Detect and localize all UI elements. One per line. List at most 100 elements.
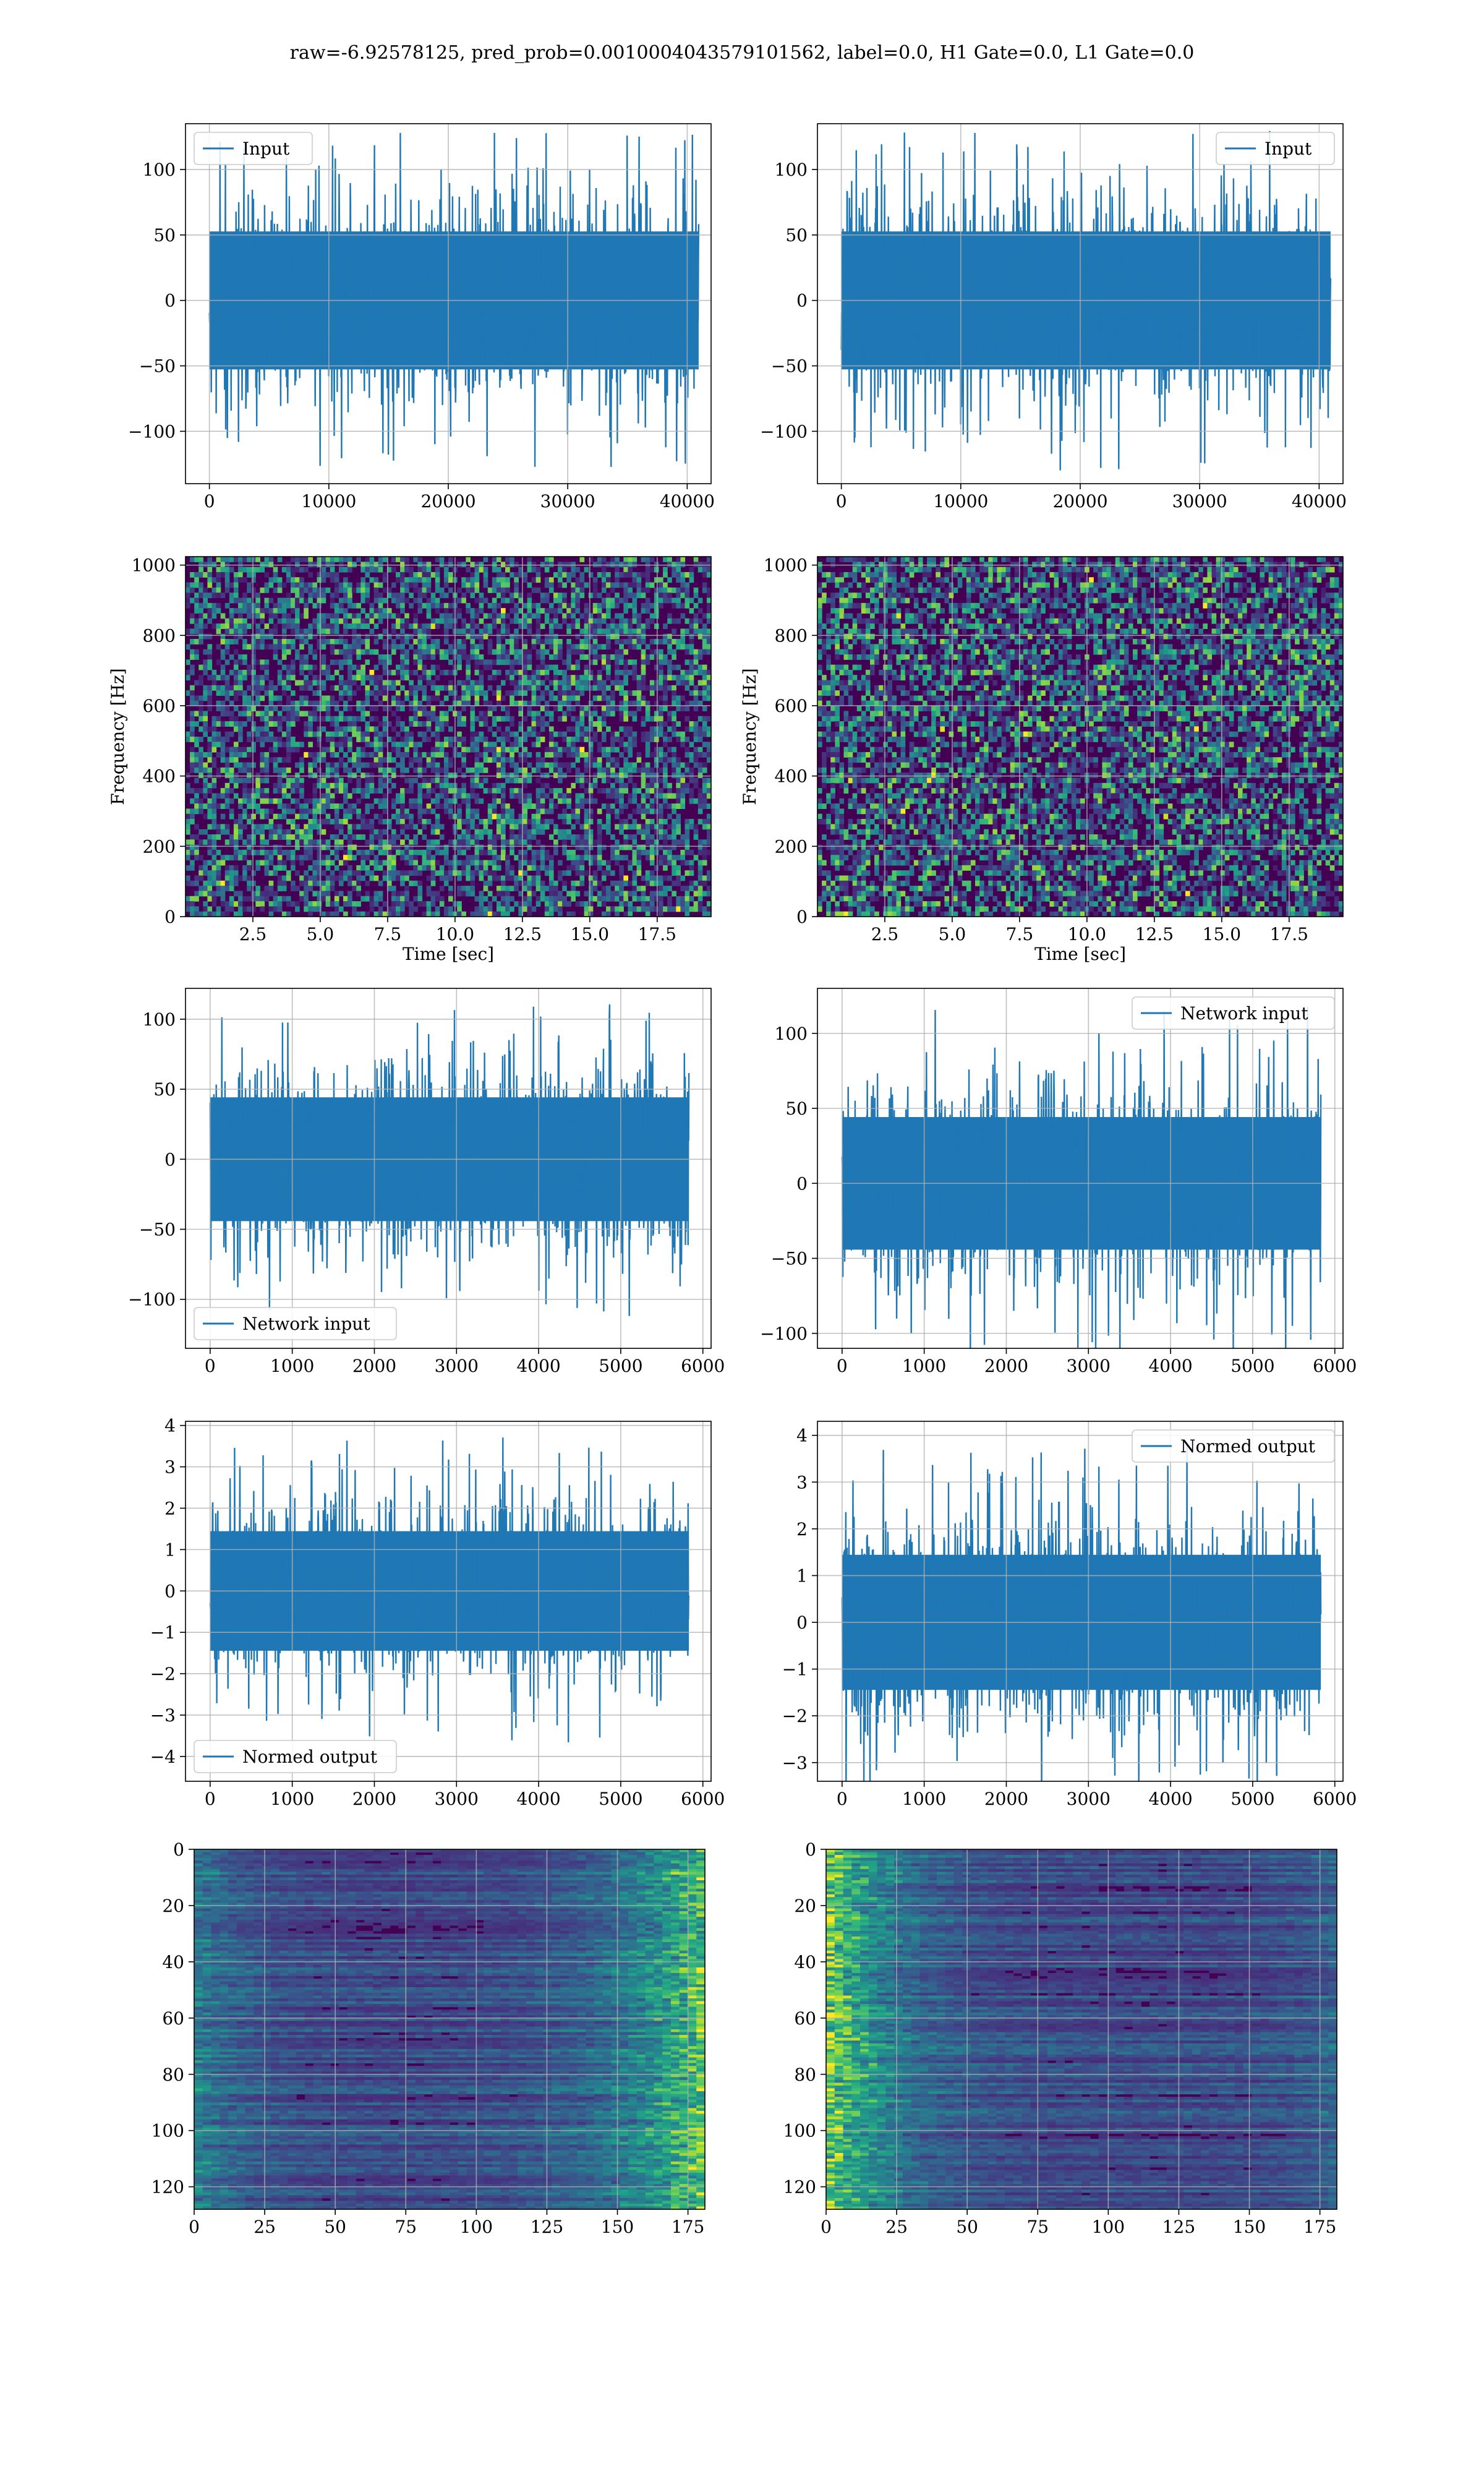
grid [817, 988, 1343, 1348]
axes-r4c2: 0 1000 2000 3000 4000 5000 6000 −3 −2 −1 0 1 2 3 4 Norm… [782, 1421, 1357, 1809]
x-tick-label: 75 [1026, 2217, 1049, 2237]
x-tick-label: 2000 [984, 1789, 1028, 1809]
y-tick-label: 0 [164, 907, 176, 927]
y-tick-label: −1 [782, 1659, 808, 1680]
y-tick-label: 60 [794, 2008, 816, 2029]
heatmap-cells [817, 557, 1343, 917]
plot-area [841, 1441, 1322, 1781]
y-tick-label: −2 [782, 1706, 808, 1726]
series-line [840, 131, 1332, 471]
legend: Input [1216, 132, 1335, 165]
x-tick-label: 6000 [681, 1789, 725, 1809]
plot-area [209, 1437, 690, 1743]
x-tick-label: 0 [189, 2217, 200, 2237]
legend: Network input [1132, 996, 1335, 1030]
x-tick-label: 2000 [984, 1356, 1028, 1376]
y-tick-label: 200 [775, 836, 808, 857]
grid [817, 557, 1343, 917]
legend: Normed output [1132, 1429, 1335, 1463]
y-tick-label: 20 [162, 1896, 184, 1916]
y-tick-label: −100 [760, 1324, 808, 1344]
y-tick-label: 3 [796, 1472, 808, 1492]
legend: Input [194, 132, 313, 165]
y-tick-label: 50 [785, 225, 808, 246]
y-tick-label: 4 [796, 1426, 808, 1446]
y-tick-label: 50 [785, 1098, 808, 1119]
x-tick-label: 17.5 [1270, 924, 1308, 944]
y-tick-label: −1 [150, 1622, 176, 1643]
legend-label: Input [1264, 139, 1312, 159]
plot-area [826, 1849, 1337, 2209]
grid [186, 988, 711, 1348]
figure-title: raw=-6.92578125, pred_prob=0.00100040435… [0, 42, 1484, 64]
x-tick-label: 3000 [1067, 1356, 1111, 1376]
x-tick-label: 15.0 [571, 924, 609, 944]
y-tick-label: 600 [775, 696, 808, 716]
axes-r2c1: 2.5 5.0 7.5 10.0 12.5 15.0 17.5 0 200 400 600 800 10… [108, 555, 712, 964]
y-tick-label: 0 [805, 1839, 816, 1860]
legend-label: Normed output [242, 1747, 378, 1767]
y-tick-label: 80 [162, 2065, 184, 2085]
y-tick-label: 0 [164, 1581, 176, 1601]
x-tick-label: 4000 [1148, 1789, 1192, 1809]
y-tick-label: 800 [143, 625, 176, 646]
legend: Normed output [194, 1740, 397, 1773]
legend: Network input [194, 1307, 397, 1340]
x-tick-label: 17.5 [638, 924, 676, 944]
x-tick-label: 2.5 [871, 924, 899, 944]
y-tick-label: 60 [162, 2008, 184, 2029]
grid [194, 1849, 705, 2209]
x-tick-label: 75 [394, 2217, 417, 2237]
x-tick-label: 2.5 [239, 924, 267, 944]
axes-frame [185, 556, 712, 917]
grid [186, 124, 711, 484]
legend-label: Network input [1180, 1003, 1308, 1024]
x-tick-label: 15.0 [1203, 924, 1241, 944]
x-tick-label: 1000 [270, 1789, 314, 1809]
y-tick-label: −100 [760, 421, 808, 442]
grid [825, 1849, 1337, 2209]
x-tick-label: 5000 [599, 1356, 642, 1376]
y-tick-label: −50 [771, 1249, 808, 1269]
plot-area [209, 1004, 690, 1316]
x-tick-label: 175 [1303, 2217, 1336, 2237]
x-tick-label: 5000 [1230, 1789, 1274, 1809]
series-line [208, 132, 700, 467]
plot-area [194, 1849, 705, 2209]
y-tick-label: 1000 [764, 555, 808, 576]
legend-label: Normed output [1180, 1436, 1316, 1457]
y-axis-label: Frequency [Hz] [740, 668, 760, 805]
y-tick-label: −2 [150, 1664, 176, 1684]
x-tick-label: 12.5 [503, 924, 542, 944]
y-tick-label: 1000 [132, 555, 176, 576]
y-tick-label: 100 [783, 2121, 816, 2141]
y-tick-label: 2 [796, 1519, 808, 1539]
series-line [841, 1441, 1322, 1781]
y-axis-label: Frequency [Hz] [108, 668, 128, 805]
x-tick-label: 4000 [516, 1789, 560, 1809]
plot-area [186, 557, 711, 917]
x-axis-label: Time [sec] [403, 944, 494, 964]
axes-r5c2: 0 25 50 75 100 125 150 175 0 20 40 60 80 100 120 [783, 1839, 1337, 2237]
y-tick-label: 200 [143, 836, 176, 857]
y-tick-label: 100 [775, 1024, 808, 1044]
y-tick-label: 0 [796, 907, 808, 927]
y-tick-label: −3 [150, 1705, 176, 1726]
y-tick-label: 0 [796, 291, 808, 311]
x-tick-label: 125 [1162, 2217, 1195, 2237]
x-tick-label: 4000 [516, 1356, 560, 1376]
grid [817, 124, 1343, 484]
axes-r2c2: 2.5 5.0 7.5 10.0 12.5 15.0 17.5 0 200 400 600 800 10… [740, 555, 1344, 964]
y-tick-label: 100 [151, 2121, 184, 2141]
legend-label: Network input [242, 1314, 370, 1334]
x-tick-label: 3000 [1067, 1789, 1111, 1809]
x-tick-label: 40000 [1292, 491, 1347, 511]
y-tick-label: 0 [796, 1612, 808, 1633]
x-tick-label: 125 [531, 2217, 563, 2237]
axes-frame [185, 988, 712, 1349]
y-tick-label: 2 [164, 1498, 176, 1518]
plot-area [208, 132, 700, 467]
y-tick-label: 4 [164, 1416, 176, 1436]
x-tick-label: 0 [204, 491, 215, 511]
y-tick-label: 3 [164, 1457, 176, 1478]
